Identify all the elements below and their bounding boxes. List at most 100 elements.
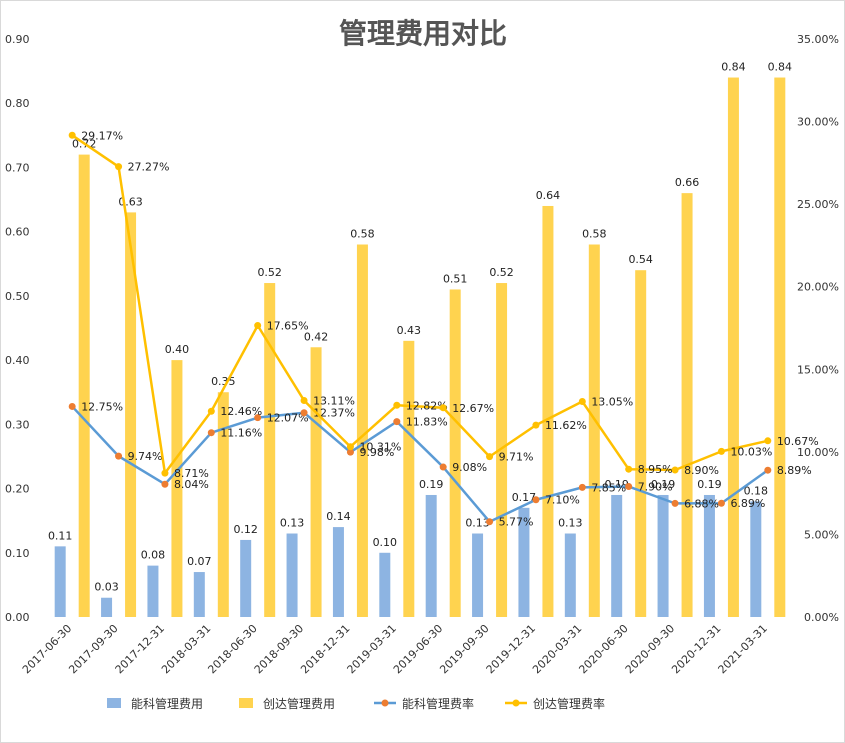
x-tick-label: 2021-03-31 — [716, 622, 770, 676]
bar-data-label: 0.64 — [536, 189, 561, 202]
line-point — [671, 499, 679, 507]
line-data-label: 29.17% — [81, 129, 123, 142]
bar — [496, 283, 508, 617]
bar — [286, 533, 298, 617]
series-line — [71, 405, 769, 523]
bar — [657, 494, 669, 617]
line-data-label: 8.95% — [638, 463, 673, 476]
bar-data-label: 0.03 — [94, 581, 119, 594]
legend-swatch — [107, 698, 121, 708]
line-point — [207, 429, 215, 437]
bar — [379, 552, 391, 617]
bar-data-label: 0.42 — [304, 330, 329, 343]
line-data-label: 6.88% — [684, 497, 719, 510]
y2-tick-label: 35.00% — [797, 33, 839, 46]
bar-data-label: 0.12 — [233, 523, 258, 536]
bar-data-label: 0.13 — [558, 517, 583, 530]
y-axis-left: 0.00 0.10 0.20 0.30 0.40 0.50 0.60 0.70 0.80 0.90 — [5, 33, 30, 624]
line-point — [207, 407, 215, 415]
line-point — [764, 466, 772, 474]
bar — [449, 289, 461, 617]
series-line — [71, 134, 769, 475]
bar-data-label: 0.07 — [187, 555, 212, 568]
line-point — [254, 414, 262, 422]
bar-data-label: 0.08 — [141, 549, 166, 562]
bar — [125, 212, 137, 617]
x-axis: 2017-06-302017-09-302017-12-312018-03-31… — [20, 622, 770, 676]
line-data-label: 9.98% — [359, 446, 394, 459]
line-point — [300, 409, 308, 417]
bar-data-label: 0.35 — [211, 375, 236, 388]
bar — [542, 205, 554, 617]
line-point — [717, 499, 725, 507]
y-tick-label: 0.70 — [5, 161, 30, 174]
legend-label: 创达管理费用 — [263, 696, 335, 711]
bar-data-label: 0.13 — [465, 517, 490, 530]
line-data-label: 8.04% — [174, 478, 209, 491]
chart-title: 管理费用对比 — [339, 17, 507, 50]
bar-data-label: 0.54 — [628, 253, 653, 266]
line-data-label: 11.62% — [545, 419, 587, 432]
bar — [240, 539, 252, 617]
line-data-label: 12.07% — [267, 412, 309, 425]
line-data-label: 9.74% — [128, 450, 163, 463]
bar — [403, 340, 415, 617]
line-point — [161, 480, 169, 488]
bar-data-label: 0.58 — [582, 228, 607, 241]
line-data-label: 13.05% — [591, 395, 633, 408]
line-data-label: 11.83% — [406, 416, 448, 429]
line-point — [393, 401, 401, 409]
bar — [727, 77, 739, 618]
bar — [217, 392, 229, 617]
y2-tick-label: 5.00% — [804, 528, 839, 541]
bar — [611, 494, 623, 617]
line-point — [671, 466, 679, 474]
line-data-label: 9.71% — [499, 451, 534, 464]
line-data-label: 6.89% — [730, 497, 765, 510]
bar — [750, 501, 762, 617]
bar-data-label: 0.66 — [675, 176, 700, 189]
line-point — [764, 437, 772, 445]
legend-label: 能科管理费率 — [402, 696, 474, 711]
y-tick-label: 0.90 — [5, 33, 30, 46]
line-point — [393, 418, 401, 426]
bar — [588, 244, 600, 617]
legend-marker — [512, 699, 520, 707]
line-data-label: 5.77% — [499, 516, 534, 529]
bar — [193, 572, 205, 617]
bar — [78, 154, 90, 617]
bar-data-label: 0.18 — [744, 484, 769, 497]
y-tick-label: 0.20 — [5, 483, 30, 496]
bar-data-label: 0.19 — [419, 478, 444, 491]
legend-marker — [381, 699, 389, 707]
line-point — [486, 453, 494, 461]
bar-data-label: 0.10 — [373, 536, 398, 549]
y2-tick-label: 10.00% — [797, 446, 839, 459]
y2-tick-label: 0.00% — [804, 611, 839, 624]
line-data-label: 27.27% — [128, 161, 170, 174]
bar — [101, 597, 113, 617]
bar — [171, 360, 183, 617]
line-data-label: 7.90% — [638, 481, 673, 494]
bar — [518, 507, 530, 617]
bar — [356, 244, 368, 617]
line-point — [625, 465, 633, 473]
bar — [425, 494, 437, 617]
line-point — [532, 421, 540, 429]
line-point — [346, 443, 354, 451]
bar-data-label: 0.13 — [280, 517, 305, 530]
line-point — [717, 447, 725, 455]
legend-swatch — [239, 698, 253, 708]
bar — [681, 193, 693, 617]
y2-tick-label: 20.00% — [797, 281, 839, 294]
line-data-label: 10.67% — [777, 435, 819, 448]
line-data-label: 12.37% — [313, 407, 355, 420]
line-data-label: 10.03% — [730, 445, 772, 458]
bar — [472, 533, 484, 617]
y-tick-label: 0.30 — [5, 418, 30, 431]
line-data-label: 7.10% — [545, 494, 580, 507]
line-data-label: 12.75% — [81, 400, 123, 413]
line-point — [625, 483, 633, 491]
bar-data-label: 0.52 — [489, 266, 514, 279]
bar-data-label: 0.17 — [512, 491, 537, 504]
